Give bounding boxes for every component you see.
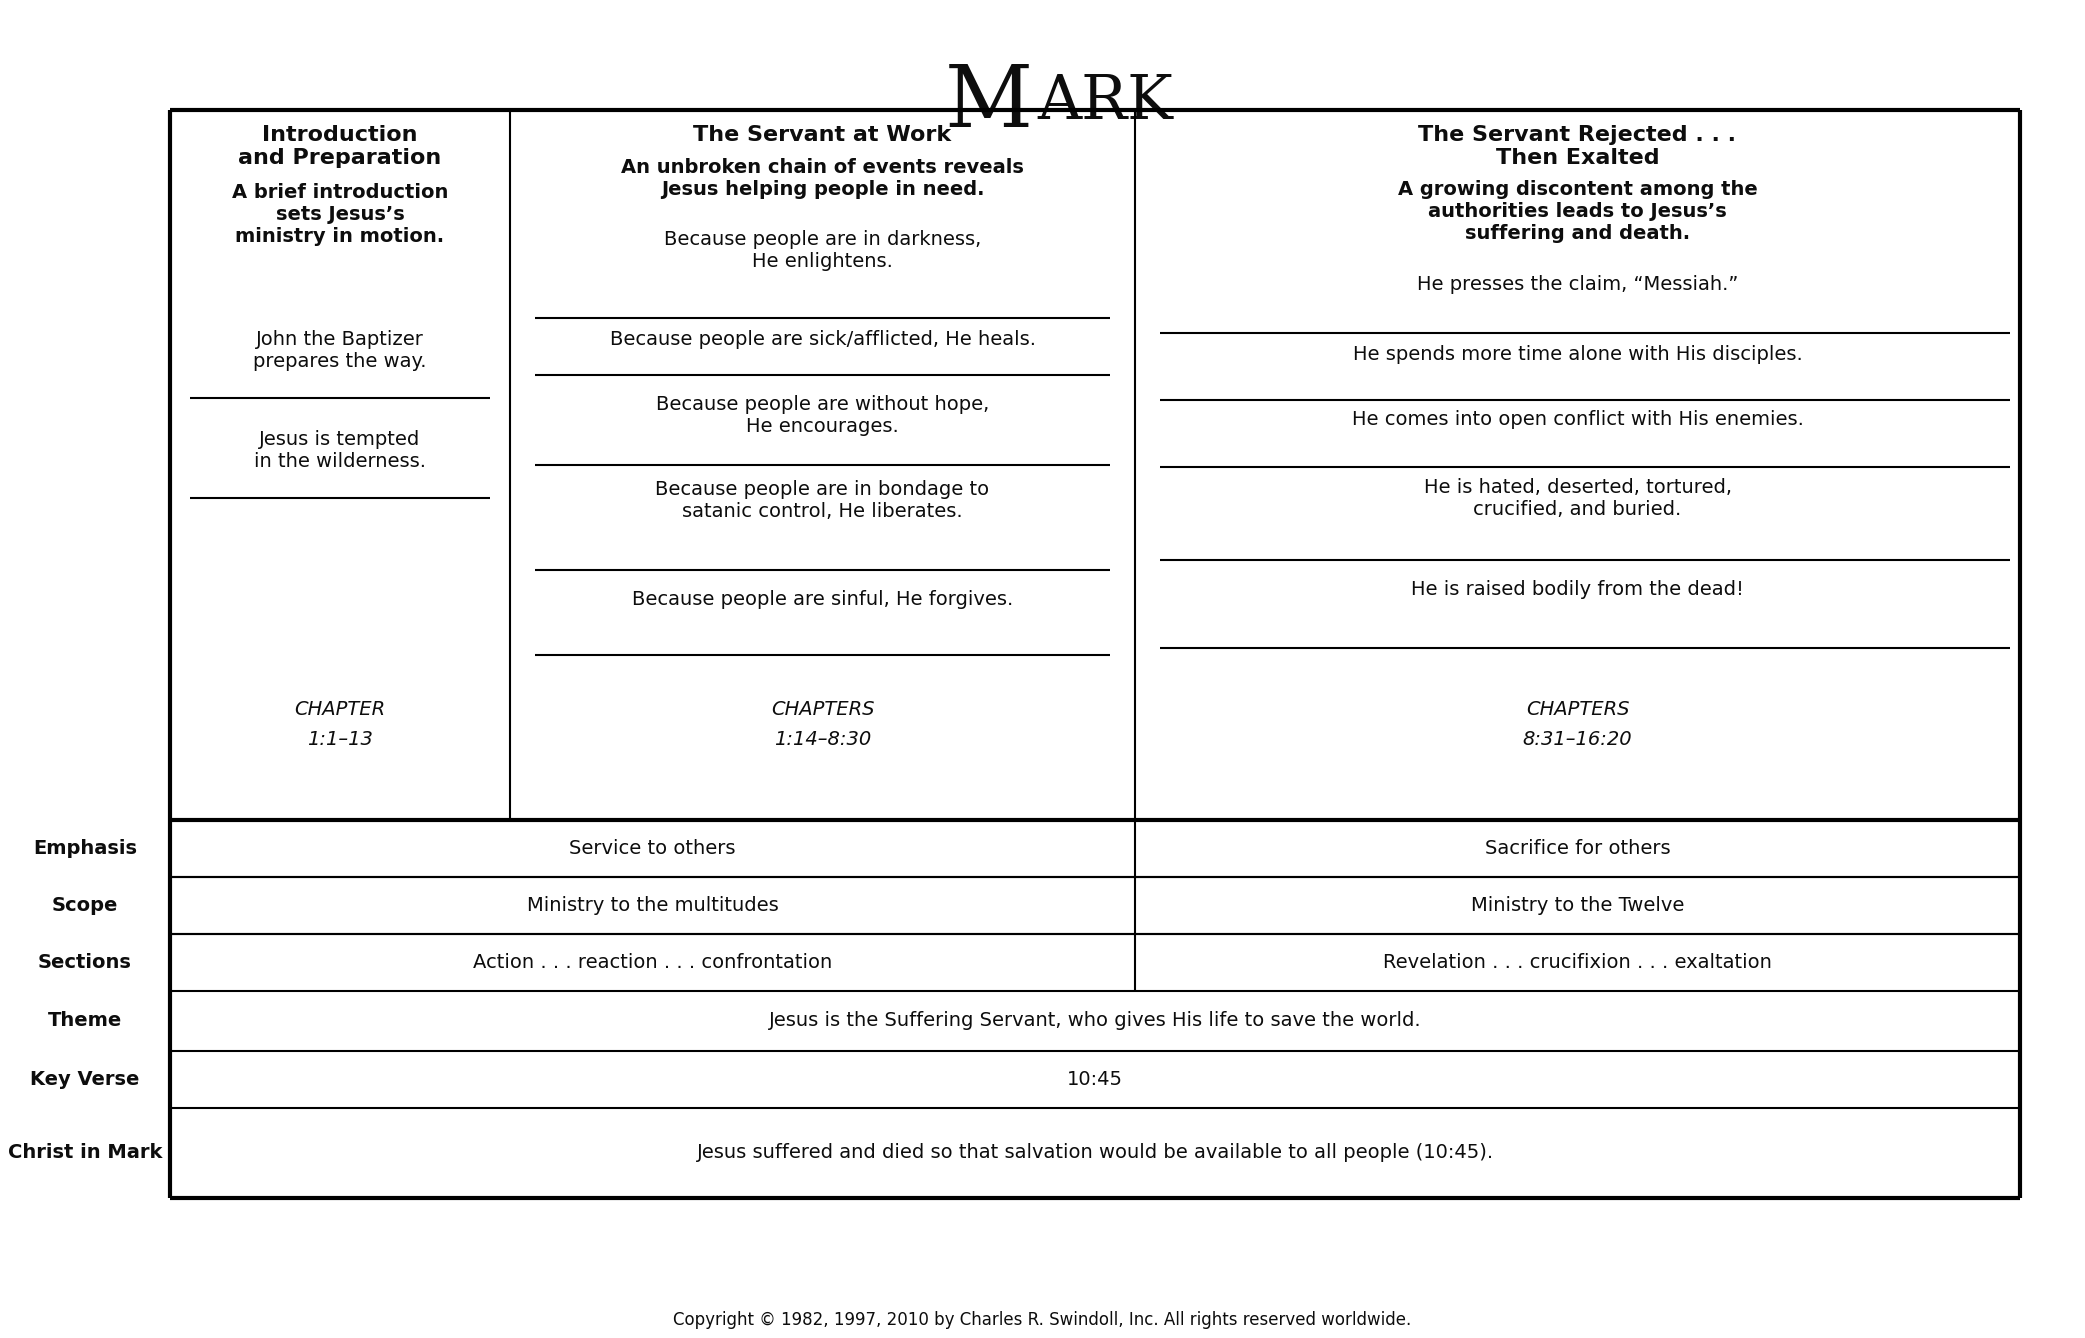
Text: The Servant at Work: The Servant at Work <box>694 124 951 145</box>
Text: He presses the claim, “Messiah.”: He presses the claim, “Messiah.” <box>1418 276 1739 294</box>
Text: 8:31–16:20: 8:31–16:20 <box>1522 731 1633 749</box>
Text: Introduction
and Preparation: Introduction and Preparation <box>238 124 442 169</box>
Text: 1:1–13: 1:1–13 <box>306 731 373 749</box>
Text: Copyright © 1982, 1997, 2010 by Charles R. Swindoll, Inc. All rights reserved wo: Copyright © 1982, 1997, 2010 by Charles … <box>673 1311 1412 1329</box>
Text: A brief introduction
sets Jesus’s
ministry in motion.: A brief introduction sets Jesus’s minist… <box>231 183 448 246</box>
Text: He comes into open conflict with His enemies.: He comes into open conflict with His ene… <box>1351 409 1804 429</box>
Text: CHAPTERS: CHAPTERS <box>1526 700 1628 719</box>
Text: Because people are sinful, He forgives.: Because people are sinful, He forgives. <box>632 590 1013 609</box>
Text: Jesus is the Suffering Servant, who gives His life to save the world.: Jesus is the Suffering Servant, who give… <box>769 1012 1422 1030</box>
Text: Sacrifice for others: Sacrifice for others <box>1485 839 1670 858</box>
Text: Emphasis: Emphasis <box>33 839 138 858</box>
Text: Ministry to the Twelve: Ministry to the Twelve <box>1470 896 1685 915</box>
Text: Scope: Scope <box>52 896 119 915</box>
Text: He is raised bodily from the dead!: He is raised bodily from the dead! <box>1412 579 1743 599</box>
Text: He is hated, deserted, tortured,
crucified, and buried.: He is hated, deserted, tortured, crucifi… <box>1424 478 1731 519</box>
Text: Jesus is tempted
in the wilderness.: Jesus is tempted in the wilderness. <box>254 429 425 471</box>
Text: CHAPTERS: CHAPTERS <box>771 700 874 719</box>
Text: Christ in Mark: Christ in Mark <box>8 1144 163 1163</box>
Text: Because people are without hope,
He encourages.: Because people are without hope, He enco… <box>657 395 988 436</box>
Text: Ministry to the multitudes: Ministry to the multitudes <box>528 896 778 915</box>
Text: Because people are in bondage to
satanic control, He liberates.: Because people are in bondage to satanic… <box>655 480 990 520</box>
Text: 10:45: 10:45 <box>1068 1070 1124 1089</box>
Text: Revelation . . . crucifixion . . . exaltation: Revelation . . . crucifixion . . . exalt… <box>1382 953 1772 971</box>
Text: Because people are sick/afflicted, He heals.: Because people are sick/afflicted, He he… <box>609 330 1036 349</box>
Text: Key Verse: Key Verse <box>31 1070 140 1089</box>
Text: The Servant Rejected . . .
Then Exalted: The Servant Rejected . . . Then Exalted <box>1418 124 1737 169</box>
Text: Sections: Sections <box>38 953 131 971</box>
Text: Action . . . reaction . . . confrontation: Action . . . reaction . . . confrontatio… <box>473 953 832 971</box>
Text: John the Baptizer
prepares the way.: John the Baptizer prepares the way. <box>252 330 427 371</box>
Text: CHAPTER: CHAPTER <box>294 700 386 719</box>
Text: A growing discontent among the
authorities leads to Jesus’s
suffering and death.: A growing discontent among the authoriti… <box>1397 181 1758 244</box>
Text: He spends more time alone with His disciples.: He spends more time alone with His disci… <box>1353 345 1801 364</box>
Text: Theme: Theme <box>48 1012 123 1030</box>
Text: M: M <box>945 62 1032 145</box>
Text: An unbroken chain of events reveals
Jesus helping people in need.: An unbroken chain of events reveals Jesu… <box>621 158 1024 199</box>
Text: ARK: ARK <box>1038 72 1174 132</box>
Text: Jesus suffered and died so that salvation would be available to all people (10:4: Jesus suffered and died so that salvatio… <box>696 1144 1493 1163</box>
Text: 1:14–8:30: 1:14–8:30 <box>774 731 872 749</box>
Text: Because people are in darkness,
He enlightens.: Because people are in darkness, He enlig… <box>663 230 982 272</box>
Text: Service to others: Service to others <box>569 839 736 858</box>
